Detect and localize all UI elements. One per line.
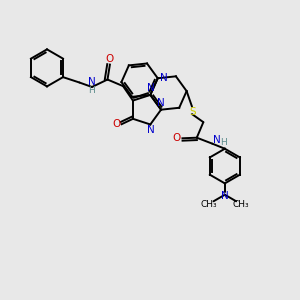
Text: O: O (172, 133, 181, 143)
Text: N: N (221, 191, 229, 201)
Text: N: N (88, 77, 96, 87)
Text: N: N (213, 135, 221, 145)
Text: O: O (106, 54, 114, 64)
Text: CH₃: CH₃ (200, 200, 217, 209)
Text: N: N (147, 125, 155, 135)
Text: S: S (189, 107, 196, 117)
Text: CH₃: CH₃ (233, 200, 250, 209)
Text: H: H (220, 138, 227, 147)
Text: H: H (88, 86, 95, 95)
Text: N: N (157, 98, 164, 108)
Text: N: N (160, 73, 168, 82)
Text: N: N (147, 83, 155, 93)
Text: O: O (112, 119, 120, 129)
